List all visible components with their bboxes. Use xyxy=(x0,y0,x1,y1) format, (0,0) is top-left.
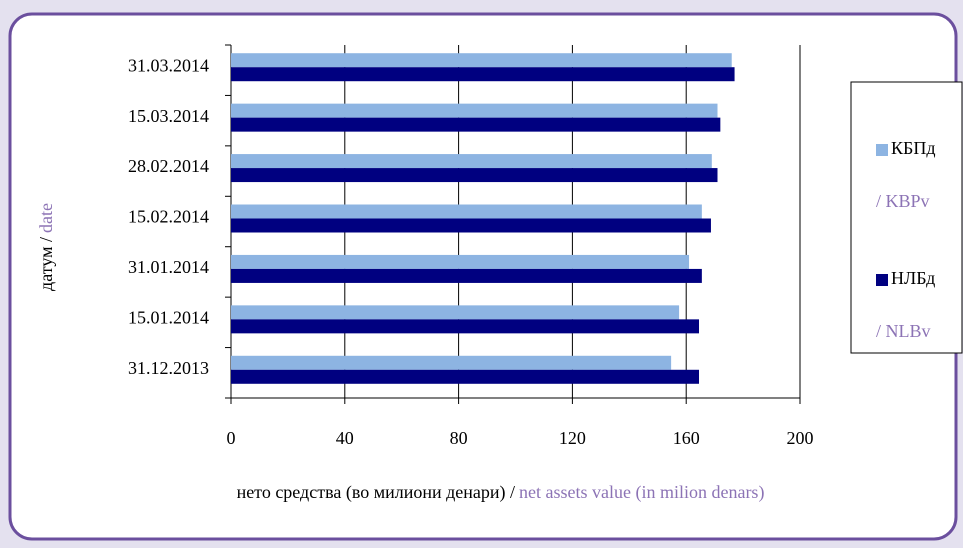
y-tick-label: 15.02.2014 xyxy=(128,207,209,227)
bar xyxy=(231,369,700,384)
bar xyxy=(231,168,718,183)
y-tick-label: 15.03.2014 xyxy=(128,106,209,126)
legend-swatch xyxy=(876,144,888,156)
y-tick-label: 31.01.2014 xyxy=(128,257,209,277)
legend-label: КБПд xyxy=(891,138,936,158)
legend-label-en: / KBPv xyxy=(876,191,930,211)
bar xyxy=(231,268,702,283)
bar xyxy=(231,204,702,219)
bar xyxy=(231,67,735,82)
x-tick-label: 120 xyxy=(559,428,586,448)
bar xyxy=(231,355,672,370)
bar xyxy=(231,305,680,320)
y-tick-label: 31.03.2014 xyxy=(128,55,209,75)
x-tick-label: 160 xyxy=(673,428,700,448)
x-tick-label: 200 xyxy=(787,428,814,448)
y-axis-label-group: датум / date xyxy=(36,203,56,291)
bar xyxy=(231,117,721,132)
legend-swatch xyxy=(876,274,888,286)
y-tick-label: 31.12.2013 xyxy=(128,358,209,378)
legend-box xyxy=(850,81,963,354)
x-tick-label: 40 xyxy=(336,428,354,448)
bar xyxy=(231,319,700,334)
x-axis-label: нето средства (во милиони денари) / xyxy=(237,482,515,503)
legend-label: НЛБд xyxy=(891,268,935,288)
bar xyxy=(231,53,732,68)
y-axis-label-en: date xyxy=(36,203,56,233)
bar xyxy=(231,103,718,118)
x-axis-label-en: net assets value (in milion denars) xyxy=(519,482,764,503)
x-tick-label: 80 xyxy=(450,428,468,448)
bar xyxy=(231,218,711,233)
bar xyxy=(231,254,690,269)
x-tick-label: 0 xyxy=(227,428,236,448)
y-axis-label: датум / xyxy=(36,237,56,291)
bar xyxy=(231,154,712,169)
legend-label-en: / NLBv xyxy=(876,321,931,341)
y-tick-label: 15.01.2014 xyxy=(128,307,209,327)
y-tick-label: 28.02.2014 xyxy=(128,156,209,176)
